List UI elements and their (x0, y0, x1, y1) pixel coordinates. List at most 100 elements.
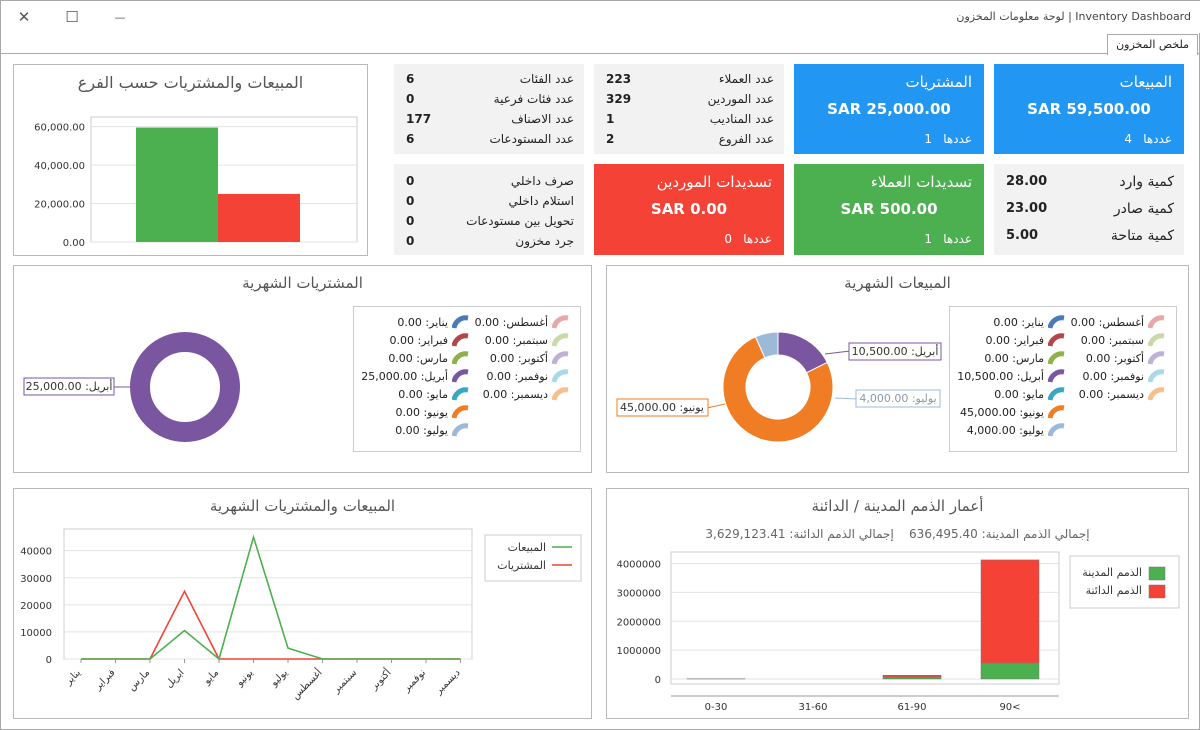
legend-swatch-arc (1048, 351, 1065, 365)
sales-slice (754, 331, 779, 359)
purchases-legend-text: سبتمبر: 0.00 (484, 334, 548, 347)
legend-swatch-arc (452, 315, 469, 329)
warehouse-transfer-label: تحويل بين مستودعات (466, 214, 574, 228)
sales-legend-text: مارس: 0.00 (984, 352, 1044, 365)
purchases-card-amount: SAR 25,000.00 (827, 100, 951, 118)
payable-total-label: إجمالي الذمم الدائنة: (789, 527, 894, 541)
receivable-total-value: 636,495.40 (909, 527, 978, 541)
legend-swatch-arc (1048, 423, 1065, 437)
bar-purchases (218, 193, 300, 242)
legend-swatch-arc (1048, 369, 1065, 383)
legend-swatch-icon (1148, 315, 1165, 329)
line-legend-box (484, 534, 582, 582)
legend-swatch-arc (452, 333, 469, 347)
legend-swatch-icon (452, 423, 469, 437)
branch-bar-chart: 60,000.00 40,000.00 20,000.00 0.00 (34, 116, 358, 249)
warehouses-count-label: عدد المستودعات (489, 132, 574, 146)
legend-swatch-icon (1148, 387, 1165, 401)
legend-swatch-icon (1048, 405, 1065, 419)
purchases-legend-text: أبريل: 25,000.00 (361, 370, 448, 383)
customers-count-value: 223 (606, 72, 632, 86)
supplier-payments-count: 0 (724, 232, 732, 246)
internal-receive-value: 0 (406, 194, 415, 208)
legend-swatch-arc (452, 351, 469, 365)
supplier-payments-title: تسديدات الموردين (656, 173, 772, 191)
sales-legend-item: فبراير: 0.00 (958, 333, 1068, 349)
legend-swatch-arc (452, 369, 469, 383)
legend-swatch-arc (1048, 333, 1065, 347)
suppliers-count-value: 329 (606, 92, 632, 106)
x-tick-label: مارس (126, 667, 152, 693)
sales-legend-item: مارس: 0.00 (958, 351, 1068, 367)
maximize-icon: ☐ (65, 8, 79, 26)
aging-legend-label: الذمم المدينة (1082, 566, 1142, 579)
x-tick-label: سبتمبر (330, 667, 359, 696)
sales-card[interactable]: المبيعات SAR 59,500.00 عددها 4 (994, 64, 1184, 154)
items-count-label: عدد الاصناف (511, 112, 574, 126)
branches-count-label: عدد الفروع (718, 132, 774, 146)
monthly-purchases-panel: المشتريات الشهرية أبريل: 25,000.00 يناير… (13, 265, 592, 473)
sales-legend-item: نوفمبر: 0.00 (1058, 369, 1168, 385)
legend-swatch-arc (452, 423, 469, 437)
purchases-legend-text: أكتوبر: 0.00 (489, 352, 548, 365)
bar-payable (882, 674, 942, 678)
minimize-button[interactable]: — (97, 1, 143, 33)
categories-box: عدد الفئات 6 عدد فئات فرعية 0 عدد الاصناف 1… (394, 64, 584, 154)
legend-swatch-arc (1148, 387, 1165, 401)
purchases-legend-text: يونيو: 0.00 (395, 406, 448, 419)
legend-swatch-arc (552, 369, 569, 383)
x-tick-label: فبراير (92, 667, 118, 693)
stocktake-value: 0 (406, 234, 415, 248)
monthly-sales-donut: أبريل: 10,500.00 يونيو: 45,000.00 يوليو: 4… (616, 331, 942, 443)
suppliers-count-label: عدد الموردين (707, 92, 774, 106)
internal-receive-label: استلام داخلي (508, 194, 574, 208)
internal-issue-label: صرف داخلي (510, 174, 574, 188)
purchases-legend-item: يوليو: 0.00 (362, 423, 472, 439)
monthly-purchases-title: المشتريات الشهرية (242, 274, 363, 292)
y-tick-label: 0 (655, 675, 661, 686)
minimize-icon: — (114, 10, 126, 24)
legend-swatch-icon (452, 369, 469, 383)
purchases-card[interactable]: المشتريات SAR 25,000.00 عددها 1 (794, 64, 984, 154)
legend-swatch-arc (452, 405, 469, 419)
internal-movements-box: صرف داخلي 0 استلام داخلي 0 تحويل بين مستود… (394, 164, 584, 255)
bar-sales (136, 127, 218, 242)
subcategories-count-label: عدد فئات فرعية (493, 92, 574, 106)
legend-swatch-icon (452, 387, 469, 401)
supplier-payments-card[interactable]: تسديدات الموردين SAR 0.00 عددها 0 (594, 164, 784, 255)
aging-totals: إجمالي الذمم المدينة: 636,495.40 إجمالي … (607, 527, 1188, 541)
y-tick-label: 0.00 (63, 238, 85, 249)
sales-legend-text: فبراير: 0.00 (985, 334, 1044, 347)
sales-legend-text: يوليو: 4,000.00 (966, 424, 1044, 437)
customer-payments-card[interactable]: تسديدات العملاء SAR 500.00 عددها 1 (794, 164, 984, 255)
maximize-button[interactable]: ☐ (49, 1, 95, 33)
purchases-legend-text: يناير: 0.00 (397, 316, 448, 329)
qty-in-label: كمية وارد (1119, 174, 1174, 190)
x-tick-label: نوفمبر (401, 667, 429, 695)
y-tick-label: 0 (46, 655, 52, 666)
aging-title: أعمار الذمم المدينة / الدائنة (811, 497, 984, 515)
x-tick-label: يوليو (268, 667, 290, 689)
legend-swatch-icon (1048, 369, 1065, 383)
legend-swatch-icon (1148, 333, 1165, 347)
purchases-legend-text: فبراير: 0.00 (389, 334, 448, 347)
sales-legend-text: مايو: 0.00 (994, 388, 1044, 401)
callout-box (616, 398, 709, 417)
callout-box (848, 342, 942, 361)
purchases-legend-item: أغسطس: 0.00 (462, 315, 572, 331)
x-tick-label: يونيو (234, 667, 256, 689)
warehouses-count-value: 6 (406, 132, 415, 146)
legend-swatch-arc (1148, 333, 1165, 347)
sales-legend-item: سبتمبر: 0.00 (1058, 333, 1168, 349)
qty-out-value: 23.00 (1006, 201, 1048, 216)
close-button[interactable]: ✕ (1, 1, 47, 33)
y-tick-label: 40,000.00 (34, 161, 85, 172)
bar-payable (980, 559, 1040, 664)
callout-april-purchases: أبريل: 25,000.00 (26, 379, 113, 393)
sales-card-count: 4 (1124, 132, 1132, 146)
tab-inventory-summary[interactable]: ملخص المخزون (1107, 34, 1198, 55)
x-tick-label: ديسمبر (433, 667, 463, 697)
aging-legend-label: الذمم الدائنة (1086, 584, 1142, 597)
x-tick-label: 31-60 (798, 702, 827, 713)
